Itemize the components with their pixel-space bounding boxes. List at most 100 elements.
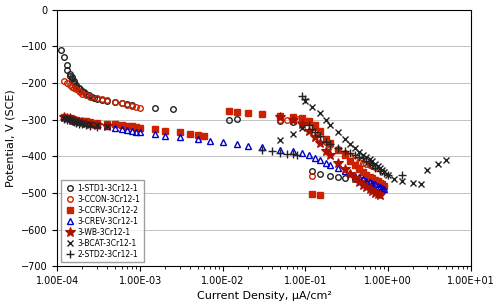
2-STD2-3Cr12-1 [370,164,376,167]
3-WB-3Cr12-1 [278,115,283,119]
1-STD1-3Cr12-1 [298,121,304,125]
3-CREV-3Cr12-1 [370,181,376,185]
3-WB-3Cr12-1 [69,118,75,121]
3-BCAT-3Cr12-1 [64,117,70,120]
3-CCON-3Cr12-1 [100,98,105,101]
1-STD1-3Cr12-1 [290,121,296,124]
3-CCON-3Cr12-1 [76,89,82,93]
1-STD1-3Cr12-1 [61,55,67,59]
1-STD1-3Cr12-1 [342,176,347,180]
3-CCRV-3Cr12-2 [312,123,318,127]
Line: 3-CCON-3Cr12-1: 3-CCON-3Cr12-1 [61,78,378,179]
3-WB-3Cr12-1 [66,117,72,120]
3-CCON-3Cr12-1 [317,132,323,136]
3-CREV-3Cr12-1 [377,185,383,188]
3-WB-3Cr12-1 [298,122,304,126]
2-STD2-3Cr12-1 [309,127,315,131]
2-STD2-3Cr12-1 [324,140,330,143]
3-BCAT-3Cr12-1 [372,162,378,165]
3-CREV-3Cr12-1 [80,120,86,124]
2-STD2-3Cr12-1 [80,122,86,126]
1-STD1-3Cr12-1 [104,99,110,103]
2-STD2-3Cr12-1 [284,152,290,155]
3-CCON-3Cr12-1 [366,164,372,167]
3-CCON-3Cr12-1 [360,161,366,165]
3-CREV-3Cr12-1 [64,116,70,119]
2-STD2-3Cr12-1 [317,134,323,138]
3-CCON-3Cr12-1 [298,118,304,121]
3-WB-3Cr12-1 [372,191,378,195]
1-STD1-3Cr12-1 [64,63,70,66]
3-BCAT-3Cr12-1 [317,111,323,115]
3-CCON-3Cr12-1 [342,151,347,154]
3-BCAT-3Cr12-1 [61,116,67,119]
2-STD2-3Cr12-1 [364,159,370,162]
2-STD2-3Cr12-1 [66,119,72,122]
3-WB-3Cr12-1 [72,119,78,122]
2-STD2-3Cr12-1 [94,125,100,129]
3-CREV-3Cr12-1 [360,177,366,181]
3-CREV-3Cr12-1 [207,139,213,143]
3-BCAT-3Cr12-1 [424,168,430,172]
3-CREV-3Cr12-1 [324,161,330,165]
3-BCAT-3Cr12-1 [392,177,398,181]
3-CREV-3Cr12-1 [137,130,143,134]
3-CCON-3Cr12-1 [278,119,283,122]
3-CREV-3Cr12-1 [129,129,135,132]
3-CREV-3Cr12-1 [290,150,296,153]
1-STD1-3Cr12-1 [170,107,176,111]
3-CREV-3Cr12-1 [124,128,130,132]
3-BCAT-3Cr12-1 [66,117,72,121]
2-STD2-3Cr12-1 [372,166,378,170]
1-STD1-3Cr12-1 [72,79,78,83]
3-CREV-3Cr12-1 [372,183,378,186]
3-CCON-3Cr12-1 [72,87,78,90]
3-CCON-3Cr12-1 [306,119,312,123]
3-CCON-3Cr12-1 [335,147,341,151]
3-CCON-3Cr12-1 [80,92,86,96]
3-WB-3Cr12-1 [94,123,100,127]
3-CCRV-3Cr12-2 [152,128,158,131]
3-CCON-3Cr12-1 [88,95,94,99]
2-STD2-3Cr12-1 [312,130,318,134]
3-BCAT-3Cr12-1 [83,122,89,125]
3-BCAT-3Cr12-1 [80,121,86,125]
1-STD1-3Cr12-1 [69,76,75,79]
1-STD1-3Cr12-1 [69,77,75,81]
3-BCAT-3Cr12-1 [74,119,80,123]
3-CCON-3Cr12-1 [78,91,84,94]
3-CREV-3Cr12-1 [342,169,347,173]
3-BCAT-3Cr12-1 [348,142,354,146]
1-STD1-3Cr12-1 [335,176,341,179]
1-STD1-3Cr12-1 [309,169,315,173]
3-CREV-3Cr12-1 [72,118,78,122]
3-WB-3Cr12-1 [374,192,380,196]
3-CREV-3Cr12-1 [220,140,226,144]
3-CREV-3Cr12-1 [374,184,380,187]
2-STD2-3Cr12-1 [83,123,89,127]
Line: 3-CCRV-3Cr12-2: 3-CCRV-3Cr12-2 [61,109,387,197]
3-WB-3Cr12-1 [76,120,82,124]
3-CREV-3Cr12-1 [379,186,385,189]
1-STD1-3Cr12-1 [58,48,64,52]
3-CREV-3Cr12-1 [259,146,265,149]
1-STD1-3Cr12-1 [100,99,105,102]
Y-axis label: Potential, V (SCE): Potential, V (SCE) [6,89,16,187]
3-WB-3Cr12-1 [80,121,86,124]
3-CCON-3Cr12-1 [134,105,140,109]
2-STD2-3Cr12-1 [352,154,358,157]
3-CREV-3Cr12-1 [112,126,118,130]
3-CCON-3Cr12-1 [112,100,118,104]
3-WB-3Cr12-1 [312,135,318,139]
3-CREV-3Cr12-1 [317,158,323,162]
1-STD1-3Cr12-1 [94,98,100,101]
2-STD2-3Cr12-1 [360,157,366,160]
3-WB-3Cr12-1 [360,183,366,187]
3-CCON-3Cr12-1 [352,158,358,162]
3-BCAT-3Cr12-1 [290,132,296,136]
3-WB-3Cr12-1 [88,122,94,126]
3-CCON-3Cr12-1 [94,96,100,100]
3-CREV-3Cr12-1 [66,117,72,120]
3-CCON-3Cr12-1 [294,117,300,121]
3-CCRV-3Cr12-2 [379,182,385,186]
